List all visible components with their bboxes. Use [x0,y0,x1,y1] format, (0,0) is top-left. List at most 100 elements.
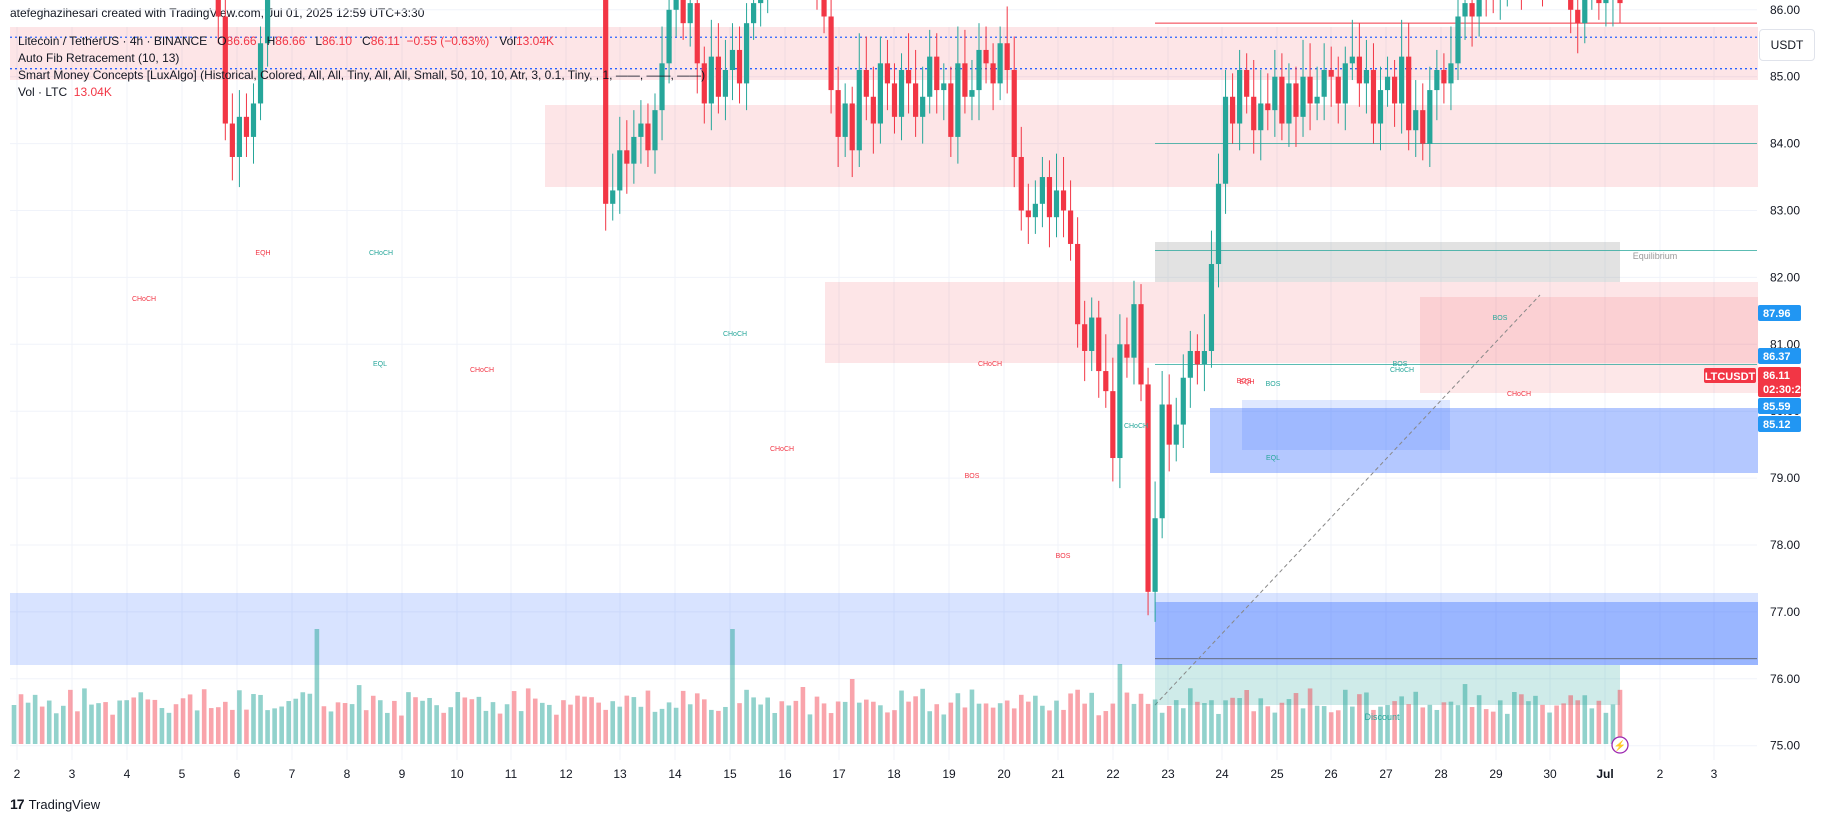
volume-bar [1188,688,1193,744]
volume-bar [1103,711,1109,744]
volume-bar [1406,704,1411,744]
smc-label: Discount [1364,712,1400,722]
volume-bar [1004,700,1010,744]
smc-label: EQL [1266,455,1280,462]
premium-zone [1420,297,1758,393]
volume-bar [730,629,735,744]
symbol-name[interactable]: Litecoin / TetherUS · 4h · BINANCE [18,34,208,48]
x-axis-tick-label: 4 [124,767,131,781]
x-axis-tick-label: 11 [505,767,518,781]
candle-body [1455,16,1461,64]
volume-bar [849,679,855,744]
volume-bar [1124,692,1130,744]
volume-bar [1441,702,1447,744]
candle-body [1434,70,1440,91]
volume-bar [1476,695,1482,744]
indicator-fib[interactable]: Auto Fib Retracement (10, 13) [18,51,180,65]
volume-bar [1209,700,1214,744]
smc-label: CHoCH [723,331,747,338]
volume-bar [96,703,101,744]
volume-bar [1568,695,1573,744]
volume-bar [117,700,122,744]
currency-button[interactable]: USDT [1759,29,1815,61]
volume-bar [645,690,651,744]
candle-body [828,16,834,91]
candle-body [708,56,714,104]
volume-bar [1582,695,1588,744]
y-axis-tick-label: 76.00 [1770,672,1800,686]
volume-bar [1145,703,1151,744]
candle-body [842,103,848,137]
volume-bar [370,695,376,744]
volume-bar [434,705,439,744]
candle-body [969,90,975,97]
volume-bar [913,696,918,744]
volume-bar [1561,703,1566,744]
candle-body [1265,103,1271,111]
volume-bar [1265,706,1271,744]
candle-body [1406,56,1412,131]
volume-bar [899,690,904,744]
candle-body [948,83,954,137]
volume-bar [723,706,728,744]
volume-bar [976,703,982,744]
volume-bar [1399,696,1404,744]
candle-body [920,96,926,117]
candle-body [1046,177,1053,218]
volume-bar [1575,700,1581,744]
volume-bar [786,705,792,744]
volume-bar [307,693,313,744]
candle-body [1237,70,1243,124]
indicator-volume[interactable]: Vol · LTC 13.04K [18,84,705,101]
volume-bar [511,691,517,744]
volume-bar [286,701,292,744]
lightning-icon[interactable] [1611,736,1629,754]
candle-body [666,9,672,64]
volume-bar [462,697,468,744]
volume-bar [835,701,841,744]
x-axis-tick-label: 8 [344,767,351,781]
volume-bar [1026,701,1031,744]
smc-label: CHoCH [1124,423,1148,430]
volume-bar [1526,701,1531,744]
indicator-smc[interactable]: Smart Money Concepts [LuxAlgo] (Historic… [18,68,706,82]
smc-label: CHoCH [1507,391,1531,398]
volume-bar [272,708,277,744]
smc-label: BOS [1266,381,1281,388]
volume-bar [293,698,299,744]
volume-bar [215,707,221,744]
candle-body [610,190,616,204]
volume-bar [1469,707,1475,744]
volume-bar [300,692,306,744]
x-axis-tick-label: 29 [1489,767,1503,781]
candle-body [1420,110,1426,144]
volume-bar [1068,693,1073,744]
candle-body [1032,203,1038,218]
candle-body [870,96,876,124]
volume-bar [244,709,249,744]
volume-bar [335,702,341,744]
volume-bar [251,694,256,744]
volume-bar [906,701,911,744]
symbol-row[interactable]: Litecoin / TetherUS · 4h · BINANCE O86.6… [18,33,705,50]
x-axis-tick-label: 23 [1161,767,1175,781]
volume-bar [187,694,193,744]
volume-bar [32,694,38,744]
demand-zone-left [10,593,1758,665]
volume-bar [1033,695,1038,744]
candle-body [1391,76,1398,104]
volume-bar [110,714,115,744]
candle-body [877,63,883,124]
candle-body [1018,156,1024,211]
candle-body [659,63,665,111]
x-axis-tick-label: 2 [14,767,21,781]
volume-bar [258,694,263,744]
candle-body [1568,0,1574,10]
volume-bar [1272,712,1278,744]
volume-bar [328,711,334,744]
candle-body [1117,344,1123,459]
x-axis-tick-label: 22 [1106,767,1120,781]
volume-bar [1180,708,1186,744]
x-axis-tick-label: 2 [1657,767,1664,781]
